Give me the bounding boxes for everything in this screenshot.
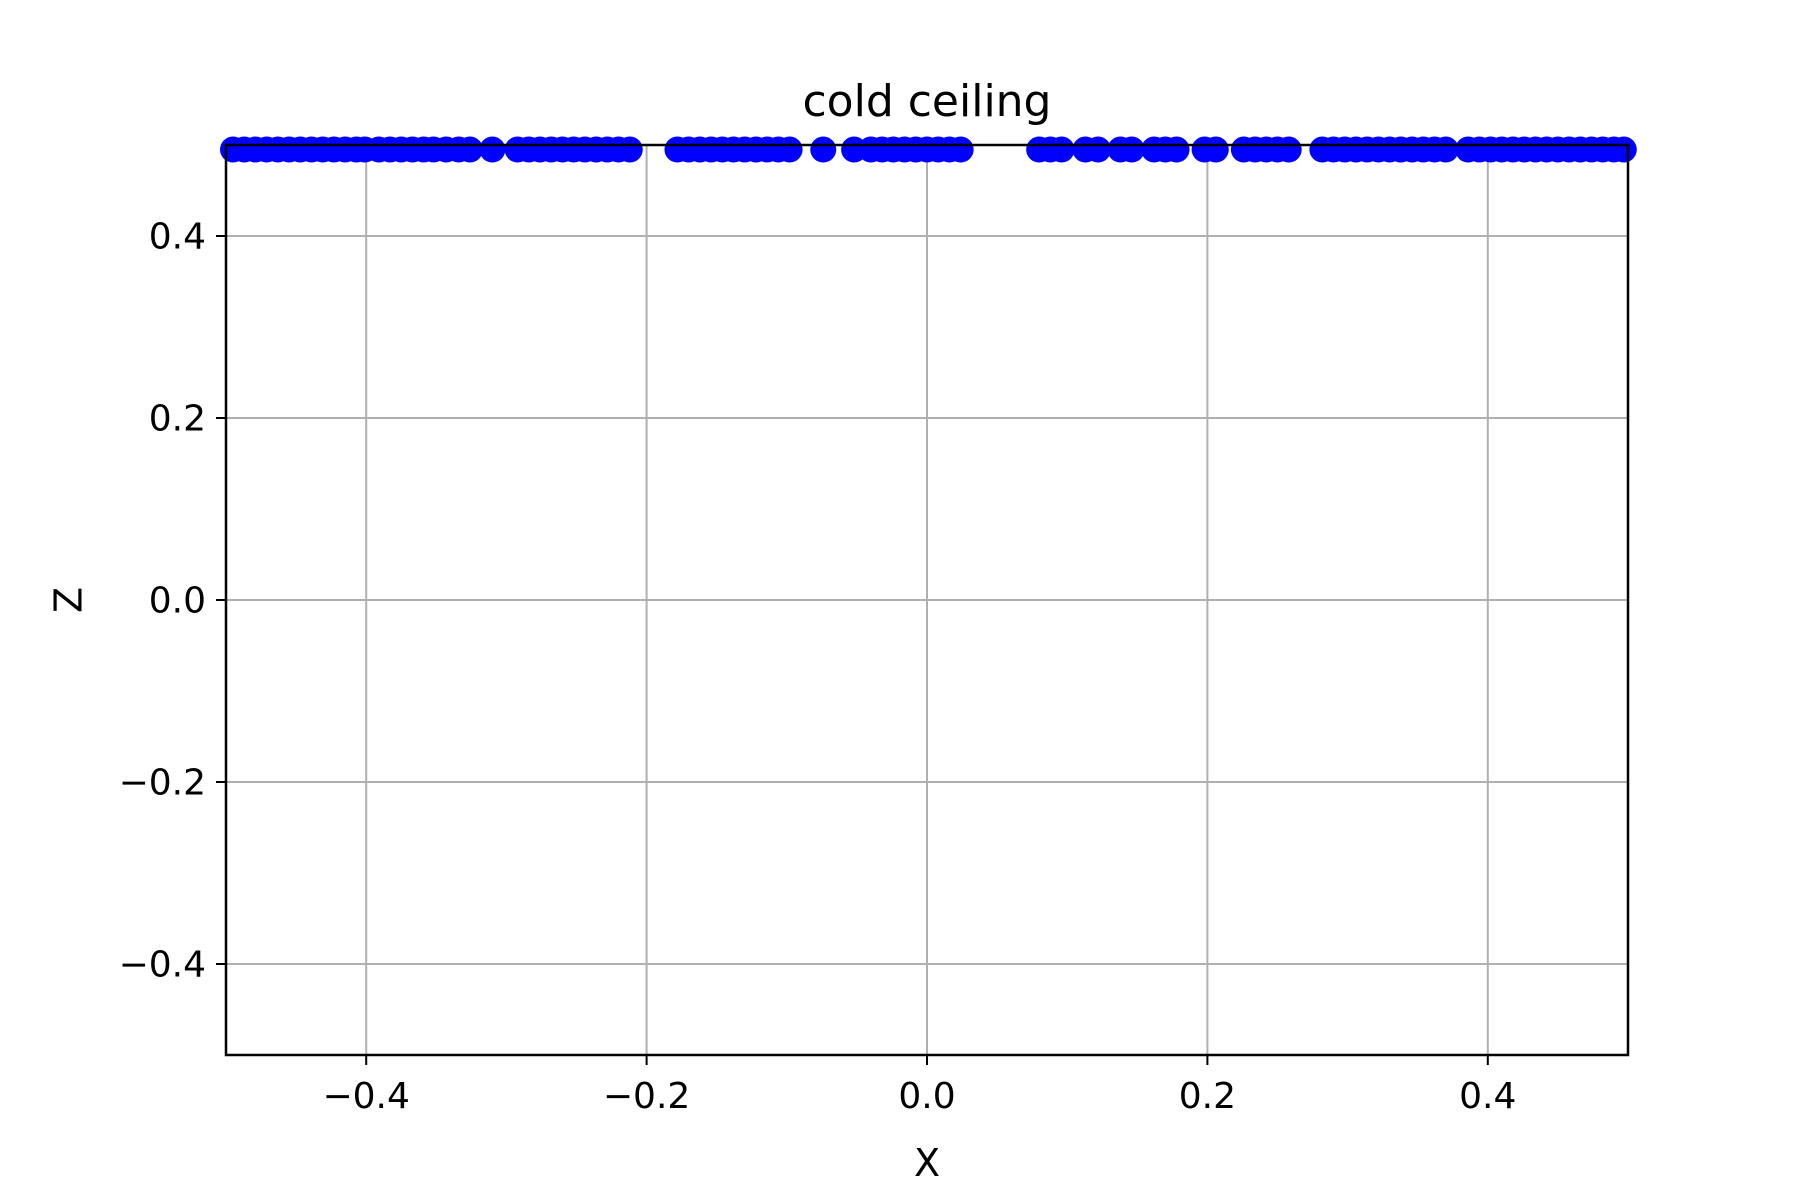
y-tick-label: −0.2: [119, 763, 206, 804]
data-point: [810, 136, 837, 163]
data-point: [1163, 136, 1190, 163]
data-point: [1048, 136, 1075, 163]
data-point: [1275, 136, 1302, 163]
data-point: [1202, 136, 1229, 163]
x-tick-label: −0.2: [603, 1076, 690, 1117]
x-axis-label: X: [914, 1141, 940, 1185]
data-points: [220, 136, 1637, 163]
x-tick-label: 0.4: [1459, 1076, 1516, 1117]
y-tick-label: −0.4: [119, 945, 206, 986]
x-tick-label: 0.0: [898, 1076, 955, 1117]
chart-title: cold ceiling: [802, 76, 1051, 127]
ticks: −0.4 −0.2 0.0 0.2 0.4 −0.4 −0.2 0.0 0.2 0.4: [119, 217, 1517, 1117]
data-point: [1432, 136, 1459, 163]
data-point: [947, 136, 974, 163]
y-tick-label: 0.2: [149, 399, 206, 440]
data-point: [1118, 136, 1145, 163]
data-point: [456, 136, 483, 163]
x-tick-label: −0.4: [322, 1076, 409, 1117]
data-point: [1085, 136, 1112, 163]
data-point: [479, 136, 506, 163]
data-point: [616, 136, 643, 163]
grid: [226, 145, 1628, 1055]
y-tick-label: 0.4: [149, 217, 206, 258]
data-point: [776, 136, 803, 163]
y-tick-label: 0.0: [149, 581, 206, 622]
y-axis-label: Z: [46, 587, 90, 613]
data-point: [1610, 136, 1637, 163]
x-tick-label: 0.2: [1179, 1076, 1236, 1117]
